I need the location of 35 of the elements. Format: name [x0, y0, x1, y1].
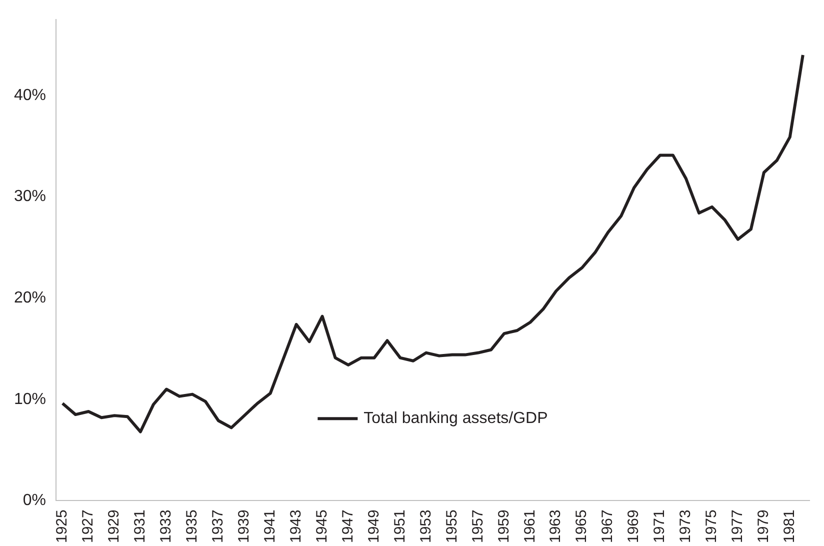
y-tick-label: 20%: [14, 290, 46, 306]
x-tick-label: 1955: [443, 510, 460, 544]
x-tick-label: 1975: [703, 510, 720, 544]
x-tick-label: 1927: [80, 510, 97, 544]
x-tick-label: 1979: [755, 510, 772, 544]
y-tick-label: 40%: [14, 86, 46, 104]
x-tick-label: 1977: [729, 510, 746, 544]
x-tick-label: 1971: [651, 510, 668, 544]
x-tick-label: 1949: [365, 510, 382, 544]
x-tick-label: 1967: [599, 510, 616, 544]
x-tick-label: 1931: [132, 510, 149, 544]
x-tick-label: 1969: [625, 510, 642, 544]
x-tick-label: 1941: [261, 510, 278, 544]
x-tick-label: 1947: [339, 510, 356, 544]
x-tick-label: 1957: [469, 510, 486, 544]
x-tick-label: 1935: [184, 510, 201, 544]
x-tick-label: 1939: [236, 510, 253, 544]
x-tick-label: 1981: [781, 510, 798, 544]
x-tick-label: 1929: [106, 510, 123, 544]
y-tick-label: 10%: [14, 390, 46, 408]
x-tick-label: 1925: [54, 510, 71, 544]
x-tick-label: 1973: [677, 510, 694, 544]
x-tick-label: 1945: [313, 510, 330, 544]
x-tick-label: 1937: [210, 510, 227, 544]
y-tick-label: 0%: [22, 492, 46, 510]
x-tick-label: 1961: [521, 510, 538, 544]
legend-label: Total banking assets/GDP: [364, 410, 548, 428]
x-tick-label: 1959: [495, 510, 512, 544]
x-tick-label: 1943: [287, 510, 304, 544]
x-tick-label: 1951: [391, 510, 408, 544]
x-tick-label: 1933: [158, 510, 175, 544]
y-tick-label: 30%: [14, 188, 46, 206]
x-tick-label: 1963: [547, 510, 564, 544]
x-tick-label: 1965: [573, 510, 590, 544]
x-tick-label: 1953: [417, 510, 434, 544]
